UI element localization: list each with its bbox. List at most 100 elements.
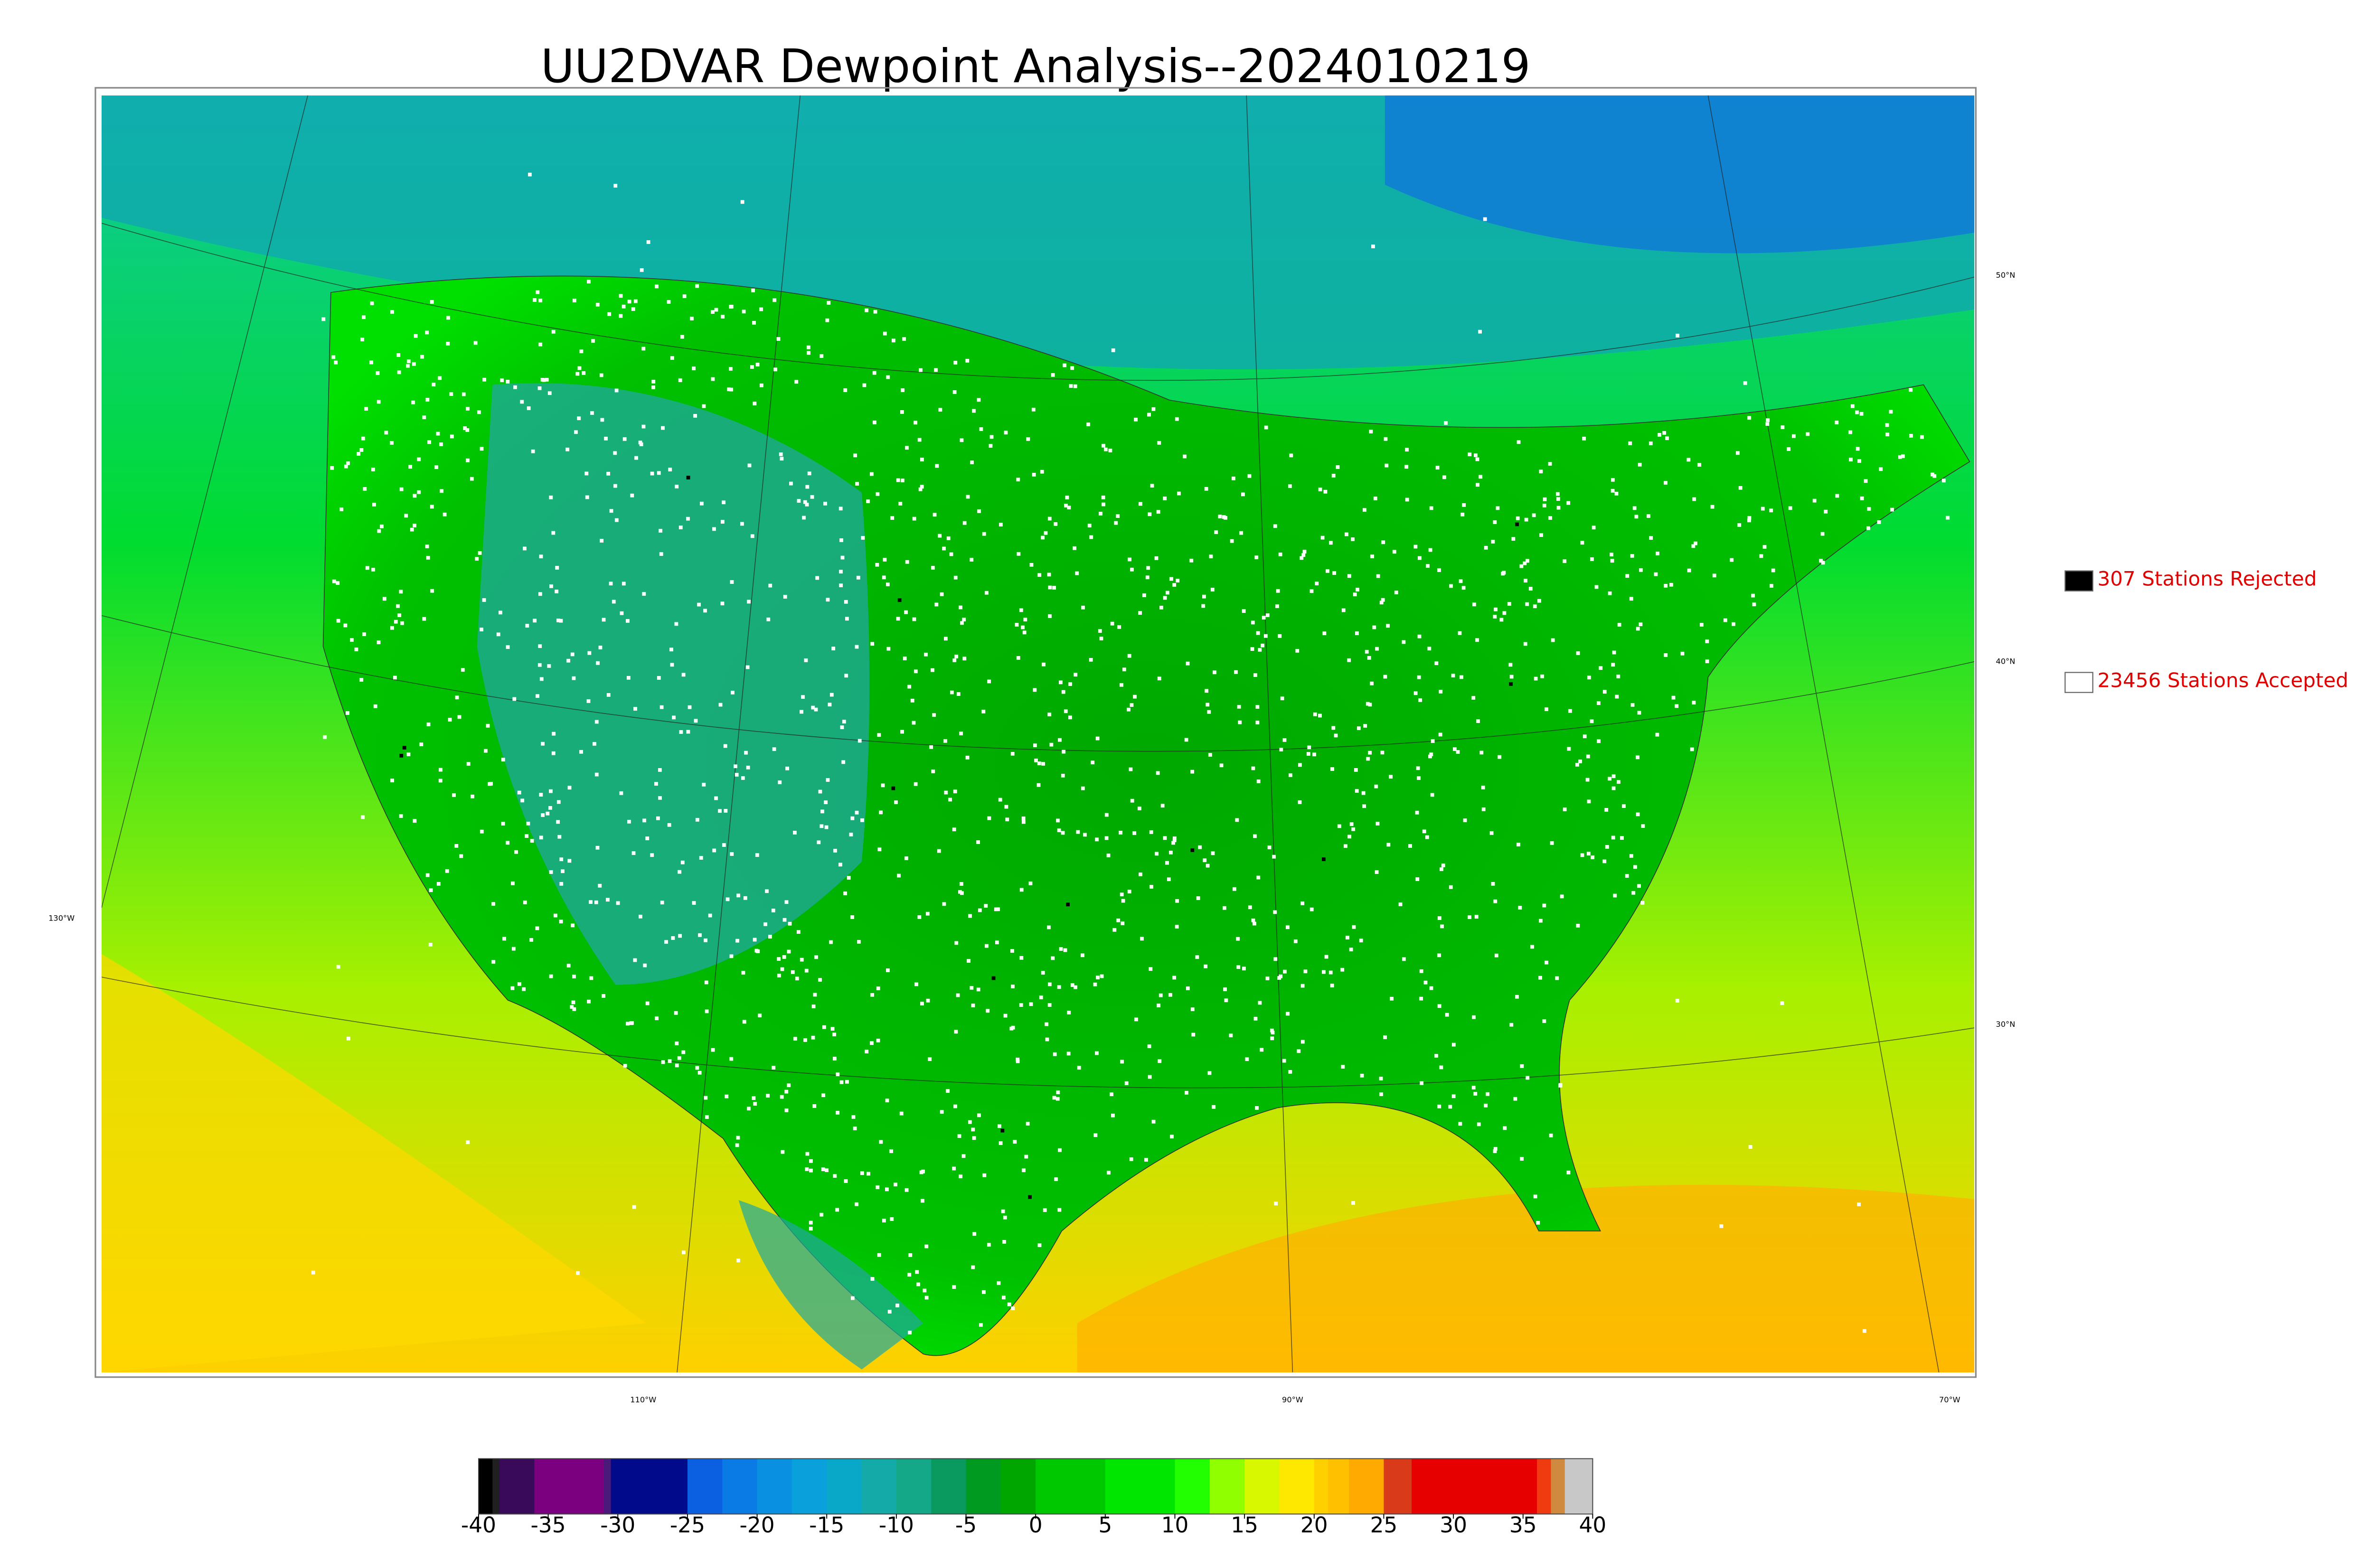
station (1542, 504, 1546, 507)
station (633, 299, 638, 303)
station (1328, 541, 1333, 545)
station (942, 902, 946, 906)
colorbar-segment (1244, 1458, 1280, 1514)
station (506, 380, 510, 384)
station (1614, 491, 1619, 496)
station (1374, 784, 1378, 789)
station (1170, 1135, 1174, 1139)
station (1509, 1023, 1514, 1027)
station (1282, 1059, 1286, 1063)
station (1163, 496, 1167, 500)
station (1429, 752, 1433, 756)
lat-label: 30°N (1996, 1020, 2016, 1029)
station (695, 1066, 699, 1070)
station (1013, 1140, 1017, 1144)
station (1043, 1208, 1047, 1212)
station (879, 1140, 883, 1144)
station (382, 597, 386, 601)
station (1483, 217, 1487, 221)
station (1474, 915, 1479, 919)
station (828, 703, 832, 707)
station (853, 453, 857, 458)
station (1610, 559, 1614, 563)
station (482, 377, 487, 382)
station (556, 800, 561, 804)
station (926, 998, 930, 1003)
station (1077, 1066, 1081, 1070)
station (1478, 329, 1482, 334)
station (997, 1281, 1001, 1285)
station (1669, 582, 1673, 587)
station (1493, 520, 1497, 524)
station (729, 954, 734, 958)
station (512, 697, 517, 701)
station (1033, 688, 1037, 692)
station (1129, 1157, 1133, 1161)
station (1242, 609, 1246, 613)
station (970, 460, 974, 464)
station (889, 1149, 893, 1153)
station (1379, 601, 1384, 605)
station (890, 516, 895, 520)
station (1860, 496, 1864, 500)
station (1417, 776, 1421, 780)
station (496, 632, 500, 637)
station (1766, 418, 1770, 422)
station (843, 388, 848, 392)
station (1855, 410, 1859, 414)
station (1114, 521, 1118, 525)
station (724, 809, 728, 813)
station (380, 524, 384, 528)
station (1787, 447, 1790, 451)
station (491, 902, 495, 906)
colorbar-segment (1036, 1458, 1106, 1514)
station (1558, 1084, 1563, 1088)
station (1525, 602, 1529, 606)
station (619, 791, 623, 795)
station (577, 416, 581, 421)
station (1625, 874, 1629, 878)
station (1632, 506, 1637, 510)
station (1253, 1016, 1258, 1021)
station (478, 551, 482, 555)
station (982, 1290, 986, 1294)
station (626, 619, 630, 623)
station (595, 845, 600, 850)
station (1477, 1122, 1481, 1127)
station (1265, 613, 1270, 617)
station (952, 658, 957, 662)
graticule (101, 95, 1975, 1373)
station (425, 873, 430, 877)
station (702, 404, 706, 408)
station (1384, 437, 1388, 441)
station (839, 538, 843, 542)
station (1222, 906, 1226, 910)
station (1288, 1070, 1292, 1074)
station (1370, 681, 1374, 685)
station (692, 901, 696, 905)
lon-label: 110°W (630, 1395, 656, 1404)
station (1637, 884, 1641, 888)
station (1003, 1215, 1007, 1220)
station (1909, 434, 1913, 438)
station (1434, 661, 1439, 666)
station (1236, 965, 1241, 969)
station (602, 994, 605, 998)
station (1441, 864, 1445, 867)
station (929, 745, 933, 749)
station (1047, 713, 1052, 716)
station (776, 337, 781, 341)
station (970, 558, 974, 562)
station (528, 172, 532, 177)
station (1484, 1103, 1488, 1108)
station (609, 582, 613, 586)
station (861, 536, 865, 540)
station (436, 882, 441, 886)
station (1059, 947, 1063, 951)
station (914, 782, 918, 786)
station (855, 810, 859, 815)
station (1073, 546, 1076, 550)
station (1144, 1158, 1148, 1162)
station (1386, 843, 1391, 847)
station (555, 589, 559, 593)
